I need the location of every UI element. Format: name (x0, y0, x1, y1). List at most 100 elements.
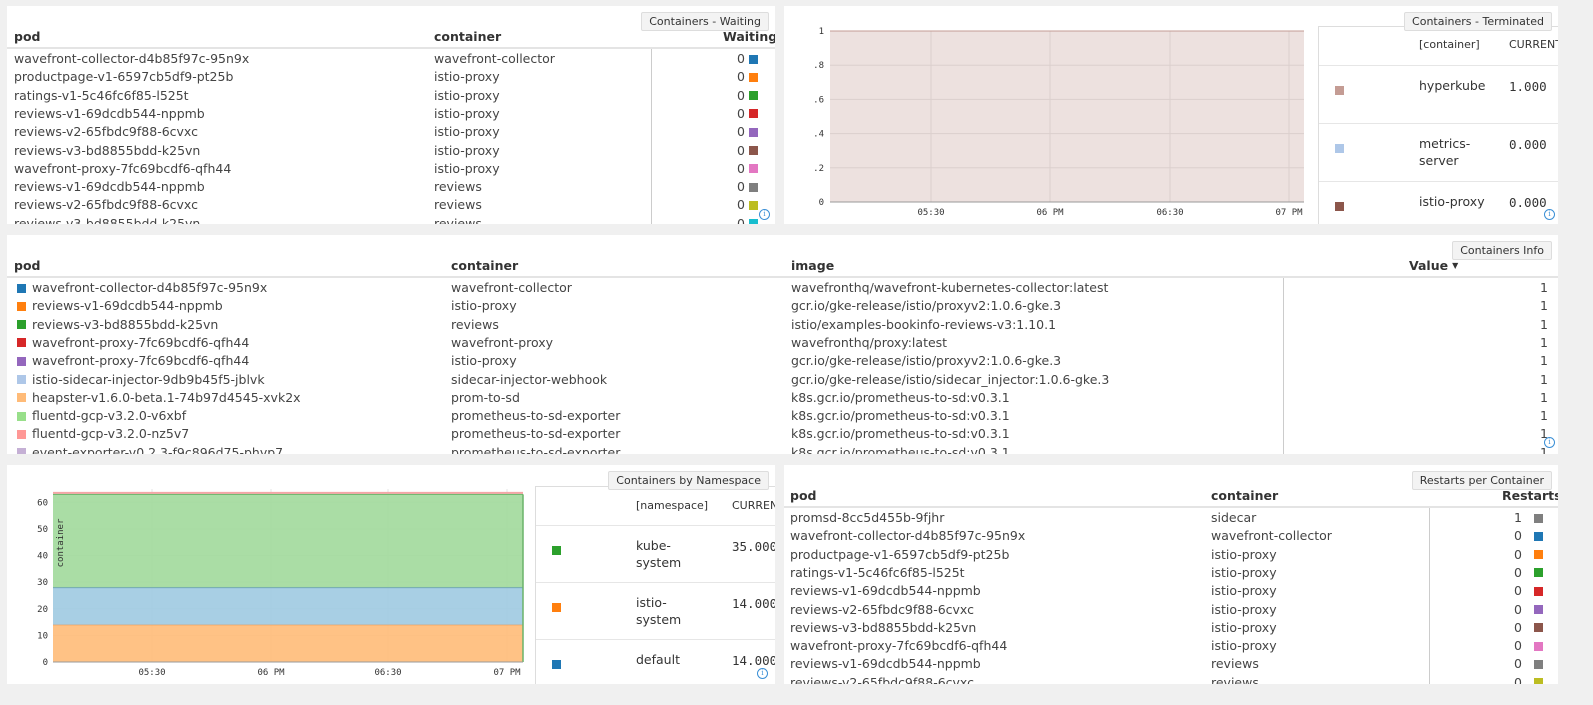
table-row[interactable]: productpage-v1-6597cb5df9-pt25b istio-pro… (784, 546, 1558, 564)
table-row[interactable]: wavefront-proxy-7fc69bcdf6-qfh44 istio-pr… (784, 637, 1558, 655)
table-row[interactable]: reviews-v2-65fbdc9f88-6cvxc reviews 0 (7, 196, 775, 214)
restarts-panel: Restarts per Container pod container Res… (784, 465, 1558, 684)
info-icon[interactable]: i (759, 209, 770, 220)
table-row[interactable]: wavefront-collector-d4b85f97c-95n9x wavef… (784, 527, 1558, 545)
legend-item[interactable]: default 14.000 (536, 639, 775, 684)
table-row[interactable]: reviews-v1-69dcdb544-nppmb reviews 0 (784, 655, 1558, 673)
column-divider[interactable] (1283, 278, 1284, 454)
legend-item[interactable]: istio-system 14.000 (536, 582, 775, 640)
legend-header-container[interactable]: [container] (1419, 38, 1480, 51)
cell-restarts: 0 (1514, 583, 1522, 599)
cell-container: prometheus-to-sd-exporter (451, 444, 621, 454)
col-header-pod[interactable]: pod (14, 258, 41, 273)
panel-title[interactable]: Containers - Waiting (641, 12, 769, 31)
table-row[interactable]: wavefront-proxy-7fc69bcdf6-qfh44 wavefron… (7, 334, 1558, 352)
legend-item[interactable]: metrics-server 0.000 (1319, 123, 1558, 182)
cell-pod: reviews-v1-69dcdb544-nppmb (14, 105, 205, 121)
panel-title[interactable]: Containers - Terminated (1404, 12, 1552, 31)
table-row[interactable]: wavefront-proxy-7fc69bcdf6-qfh44 istio-pr… (7, 352, 1558, 370)
col-header-container[interactable]: container (1211, 488, 1279, 503)
legend-header-current[interactable]: CURRENT (1509, 38, 1558, 51)
column-divider[interactable] (651, 49, 652, 224)
table-row[interactable]: reviews-v3-bd8855bdd-k25vn reviews istio/e… (7, 316, 1558, 334)
table-row[interactable]: wavefront-collector-d4b85f97c-95n9x wavef… (7, 279, 1558, 297)
cell-pod: wavefront-proxy-7fc69bcdf6-qfh44 (32, 353, 250, 369)
x-tick-label: 05:30 (917, 208, 944, 218)
column-divider[interactable] (1429, 508, 1430, 684)
table-row[interactable]: reviews-v1-69dcdb544-nppmb istio-proxy 0 (7, 105, 775, 123)
col-header-waiting[interactable]: Waiting (723, 29, 775, 44)
y-tick-label: .2 (813, 164, 824, 174)
cell-pod: heapster-v1.6.0-beta.1-74b97d4545-xvk2x (32, 389, 301, 405)
cell-pod: reviews-v1-69dcdb544-nppmb (14, 179, 205, 195)
table-row[interactable]: istio-sidecar-injector-9db9b45f5-jblvk si… (7, 371, 1558, 389)
cell-pod: reviews-v3-bd8855bdd-k25vn (14, 142, 201, 158)
series-area-hyperkube[interactable] (830, 31, 1304, 202)
series-area-istio-system[interactable] (53, 587, 523, 625)
table-row[interactable]: fluentd-gcp-v3.2.0-v6xbf prometheus-to-sd… (7, 407, 1558, 425)
cell-restarts: 0 (1514, 564, 1522, 580)
namespace-legend: [namespace] CURRENT kube-system 35.000 ist… (535, 486, 775, 684)
table-row[interactable]: reviews-v3-bd8855bdd-k25vn istio-proxy 0 (7, 142, 775, 160)
table-row[interactable]: reviews-v1-69dcdb544-nppmb istio-proxy gcr… (7, 297, 1558, 315)
legend-item[interactable]: hyperkube 1.000 (1319, 65, 1558, 124)
col-header-pod[interactable]: pod (790, 488, 817, 503)
cell-container: istio-proxy (434, 87, 500, 103)
series-area-default[interactable] (53, 624, 523, 662)
table-row[interactable]: event-exporter-v0.2.3-f9c896d75-phvp7 pro… (7, 444, 1558, 454)
cell-image: k8s.gcr.io/prometheus-to-sd:v0.3.1 (791, 408, 1010, 424)
waiting-panel: Containers - Waiting pod container Waiti… (7, 6, 775, 224)
legend-item[interactable]: kube-system 35.000 (536, 525, 775, 583)
color-swatch (17, 429, 26, 439)
legend-header-namespace[interactable]: [namespace] (636, 499, 709, 512)
col-header-pod[interactable]: pod (14, 29, 41, 44)
cell-value: 1 (1540, 280, 1548, 295)
panel-title[interactable]: Restarts per Container (1411, 471, 1552, 490)
cell-pod: fluentd-gcp-v3.2.0-nz5v7 (32, 426, 190, 442)
table-row[interactable]: reviews-v3-bd8855bdd-k25vn istio-proxy 0 (784, 619, 1558, 637)
table-row[interactable]: ratings-v1-5c46fc6f85-l525t istio-proxy 0 (784, 564, 1558, 582)
col-header-image[interactable]: image (791, 258, 835, 273)
info-icon[interactable]: i (1544, 209, 1555, 220)
legend-value: 0.000 (1509, 137, 1547, 152)
panel-title[interactable]: Containers by Namespace (608, 471, 769, 490)
table-row[interactable]: reviews-v1-69dcdb544-nppmb istio-proxy 0 (784, 582, 1558, 600)
table-row[interactable]: wavefront-proxy-7fc69bcdf6-qfh44 istio-pr… (7, 160, 775, 178)
table-row[interactable]: reviews-v2-65fbdc9f88-6cvxc istio-proxy 0 (784, 601, 1558, 619)
table-row[interactable]: reviews-v3-bd8855bdd-k25vn reviews 0 (7, 215, 775, 224)
panel-title[interactable]: Containers Info (1452, 241, 1552, 260)
col-header-restarts[interactable]: Restarts (1502, 488, 1558, 503)
info-icon[interactable]: i (757, 668, 768, 679)
cell-pod: ratings-v1-5c46fc6f85-l525t (790, 564, 965, 580)
cell-pod: reviews-v1-69dcdb544-nppmb (790, 583, 981, 599)
cell-waiting: 0 (737, 215, 745, 224)
table-row[interactable]: wavefront-collector-d4b85f97c-95n9x wavef… (7, 50, 775, 68)
cell-pod: fluentd-gcp-v3.2.0-v6xbf (32, 408, 187, 424)
table-row[interactable]: productpage-v1-6597cb5df9-pt25b istio-pro… (7, 68, 775, 86)
col-header-container[interactable]: container (434, 29, 502, 44)
cell-pod: reviews-v1-69dcdb544-nppmb (790, 656, 981, 672)
table-row[interactable]: ratings-v1-5c46fc6f85-l525t istio-proxy 0 (7, 87, 775, 105)
cell-container: istio-proxy (434, 105, 500, 121)
table-row[interactable]: reviews-v2-65fbdc9f88-6cvxc reviews 0 (784, 674, 1558, 684)
col-header-value[interactable]: Value ▼ (1409, 258, 1458, 273)
y-tick-label: 40 (37, 552, 48, 562)
table-row[interactable]: promsd-8cc5d455b-9fjhr sidecar 1 (784, 509, 1558, 527)
cell-value: 1 (1540, 389, 1548, 405)
table-row[interactable]: fluentd-gcp-v3.2.0-nz5v7 prometheus-to-sd… (7, 425, 1558, 443)
cell-pod: wavefront-proxy-7fc69bcdf6-qfh44 (14, 160, 232, 176)
y-axis-label: container (56, 518, 66, 567)
namespace-chart[interactable]: 0 10 20 30 40 50 60 container 05:30 06 PM 06:30 07 … (7, 465, 532, 684)
legend-item[interactable]: istio-proxy 0.000 (1319, 181, 1558, 224)
legend-value: 35.000 (732, 538, 775, 554)
table-row[interactable]: heapster-v1.6.0-beta.1-74b97d4545-xvk2x p… (7, 389, 1558, 407)
color-swatch (1534, 641, 1543, 651)
cell-waiting: 0 (737, 197, 745, 213)
table-row[interactable]: reviews-v1-69dcdb544-nppmb reviews 0 (7, 178, 775, 196)
legend-header-current[interactable]: CURRENT (732, 499, 775, 512)
info-icon[interactable]: i (1544, 437, 1555, 448)
series-area-kube-system[interactable] (53, 494, 523, 588)
table-row[interactable]: reviews-v2-65fbdc9f88-6cvxc istio-proxy 0 (7, 123, 775, 141)
col-header-container[interactable]: container (451, 258, 519, 273)
terminated-chart[interactable]: 0 .2 .4 .6 .8 1 05:30 06 PM 06:30 07 PM (784, 6, 1314, 224)
